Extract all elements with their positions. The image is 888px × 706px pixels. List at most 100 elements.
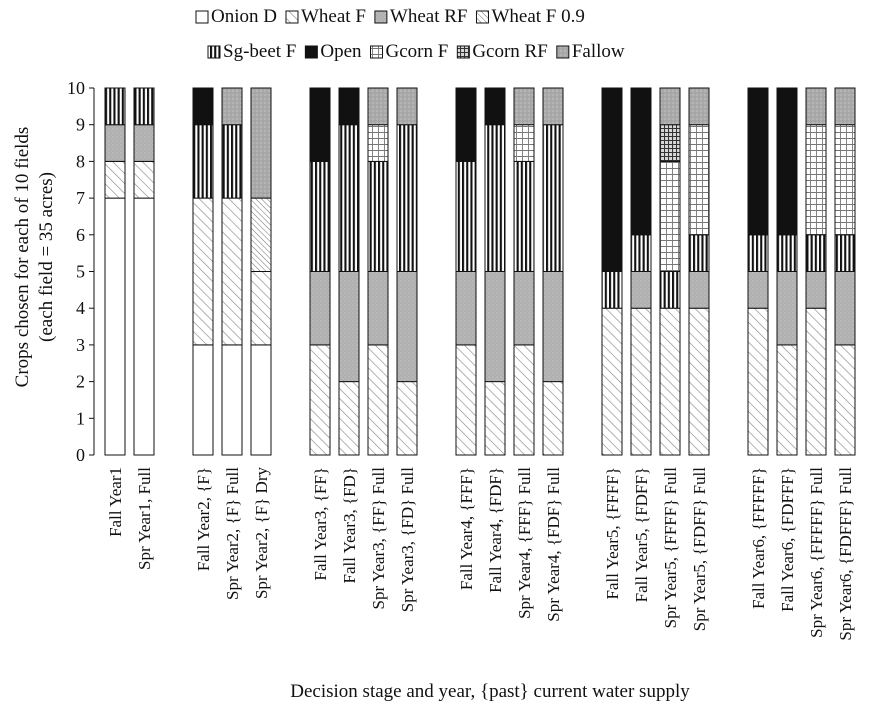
x-tick-label: Fall Year5, {FDFF} [632,467,651,602]
bar-segment-sg-beet-f-spr-year3-ff-full [367,160,389,272]
bar-segment-wheat-f-fall-year1 [104,160,126,199]
bar-segment-fallow-spr-year3-fd-full [396,87,418,126]
y-axis: 0 1 2 3 4 5 6 7 8 9 10 [67,78,95,465]
bar-segment-sg-beet-f-fall-year5-fdff [630,234,652,273]
bar-segment-wheat-f-fall-year3-ff [309,344,331,456]
x-tick-label: Fall Year4, {FDF} [486,467,505,593]
bar-segment-fallow-spr-year4-fdf-full [542,87,564,126]
x-tick-label: Spr Year4, {FFF} Full [515,467,534,619]
legend-swatch-onion-d [195,10,209,24]
x-tick-label: Spr Year3, {FD} Full [398,467,417,613]
x-tick-label: Fall Year6, {FFFFF} [749,467,768,609]
legend-label-sg-beet-f: Sg-beet F [223,41,296,62]
x-tick-label: Spr Year5, {FDFF} Full [690,467,709,631]
legend-label-fallow: Fallow [572,41,625,62]
legend-label-gcorn-f: Gcorn F [386,41,449,62]
bar-segment-wheat-f-spr-year6-fdfff-full [834,344,856,456]
legend-label-gcorn-rf: Gcorn RF [472,41,547,62]
y-tick-label-1: 1 [76,408,85,428]
bar-segment-gcorn-f-spr-year6-fffff-full [805,124,827,236]
bar-segment-wheat-f-spr-year3-fd-full [396,381,418,456]
bar-segment-wheat-f-spr-year1-full [133,160,155,199]
bar-segment-wheat-f-0-9-spr-year2-f-dry [250,197,272,273]
x-tick-label: Spr Year2, {F} Dry [252,467,271,600]
y-tick-label-2: 2 [76,372,85,392]
y-tick-label-8: 8 [76,151,85,171]
bar-segment-sg-beet-f-fall-year6-fdfff [776,234,798,273]
bar-segment-wheat-f-fall-year5-fdff [630,307,652,456]
bar-segment-wheat-f-fall-year6-fffff [747,307,769,456]
bar-segment-wheat-f-spr-year5-fdff-full [688,307,710,456]
bar-segment-sg-beet-f-spr-year3-fd-full [396,124,418,272]
bar-segment-sg-beet-f-fall-year6-fffff [747,234,769,273]
bar-segment-onion-d-spr-year1-full [133,197,155,456]
bar-segment-wheat-f-fall-year6-fdfff [776,344,798,456]
bar-segment-wheat-f-spr-year3-ff-full [367,344,389,456]
legend-swatch-sg-beet-f [207,45,221,59]
bar-segment-fallow-spr-year2-f-full [221,87,243,126]
bar-segment-open-fall-year2-f [192,87,214,126]
bar-segment-wheat-f-spr-year6-fffff-full [805,307,827,456]
bar-segment-wheat-f-fall-year3-fd [338,381,360,456]
legend-swatch-wheat-rf [374,10,388,24]
x-tick-label: Fall Year6, {FDFFF} [778,467,797,612]
y-tick-label-4: 4 [76,298,85,318]
bar-segment-sg-beet-f-fall-year2-f [192,124,214,199]
bar-segment-wheat-f-spr-year4-fff-full [513,344,535,456]
bar-segment-fallow-spr-year5-ffff-full [659,87,681,126]
y-tick-label-3: 3 [76,335,85,355]
y-axis-title-line-2: (each field = 35 acres) [36,172,57,342]
bar-segment-wheat-rf-fall-year1 [104,124,126,162]
bar-segment-wheat-rf-fall-year6-fffff [747,271,769,309]
x-tick-label: Spr Year6, {FFFFF} Full [807,467,826,638]
bar-segment-fallow-spr-year6-fdfff-full [834,87,856,126]
bar-segment-onion-d-spr-year2-f-dry [250,344,272,456]
bar-segment-open-fall-year4-fdf [484,87,506,126]
bar-segment-open-fall-year4-fff [455,87,477,162]
bar-segment-wheat-rf-spr-year4-fdf-full [542,271,564,383]
legend-label-onion-d: Onion D [211,6,277,27]
bar-segment-open-fall-year6-fffff [747,87,769,236]
bar-segment-gcorn-f-spr-year3-ff-full [367,124,389,162]
bar-segment-wheat-rf-spr-year6-fffff-full [805,271,827,309]
legend-swatch-open [304,45,318,59]
bar-segment-wheat-f-spr-year2-f-full [221,197,243,346]
bar-segment-gcorn-f-spr-year5-fdff-full [688,124,710,236]
x-tick-label: Spr Year5, {FFFF} Full [661,467,680,629]
x-tick-label: Fall Year3, {FF} [311,467,330,581]
y-tick-label-10: 10 [67,78,85,98]
bar-segment-sg-beet-f-fall-year1 [104,87,126,126]
bar-segment-wheat-rf-spr-year1-full [133,124,155,162]
y-tick-label-6: 6 [76,225,85,245]
bar-segment-open-fall-year6-fdfff [776,87,798,236]
legend-label-wheat-rf: Wheat RF [390,6,468,27]
x-tick-label: Spr Year6, {FDFFF} Full [836,467,855,641]
bar-segment-wheat-f-fall-year5-ffff [601,307,623,456]
x-tick-label: Fall Year1 [106,467,125,537]
x-tick-label: Fall Year4, {FFF} [457,467,476,590]
y-axis-title-line-1: Crops chosen for each of 10 fields [12,127,33,388]
bar-segment-wheat-rf-fall-year5-fdff [630,271,652,309]
bar-segment-gcorn-f-spr-year5-ffff-full [659,160,681,272]
bar-segment-sg-beet-f-spr-year1-full [133,87,155,126]
bar-segment-sg-beet-f-fall-year4-fff [455,160,477,272]
bar-segment-sg-beet-f-spr-year5-fdff-full [688,234,710,273]
legend-label-open: Open [320,41,362,62]
bar-segment-sg-beet-f-spr-year4-fdf-full [542,124,564,272]
bar-segment-wheat-rf-fall-year6-fdfff [776,271,798,346]
bar-segment-wheat-rf-fall-year3-ff [309,271,331,346]
bar-segment-sg-beet-f-spr-year5-ffff-full [659,271,681,309]
x-tick-label: Fall Year5, {FFFF} [603,467,622,600]
bar-segment-open-fall-year3-ff [309,87,331,162]
y-tick-label-0: 0 [76,445,85,465]
bar-segment-onion-d-fall-year1 [104,197,126,456]
bar-segment-wheat-rf-fall-year4-fff [455,271,477,346]
legend-swatch-wheat-f [285,10,299,24]
bar-segment-wheat-rf-spr-year3-fd-full [396,271,418,383]
legend-label-wheat-f-0-9: Wheat F 0.9 [491,6,584,27]
legend-swatch-fallow [556,45,570,59]
bar-segment-fallow-spr-year6-fffff-full [805,87,827,126]
bar-segment-sg-beet-f-spr-year2-f-full [221,124,243,199]
bar-segment-wheat-f-spr-year4-fdf-full [542,381,564,456]
